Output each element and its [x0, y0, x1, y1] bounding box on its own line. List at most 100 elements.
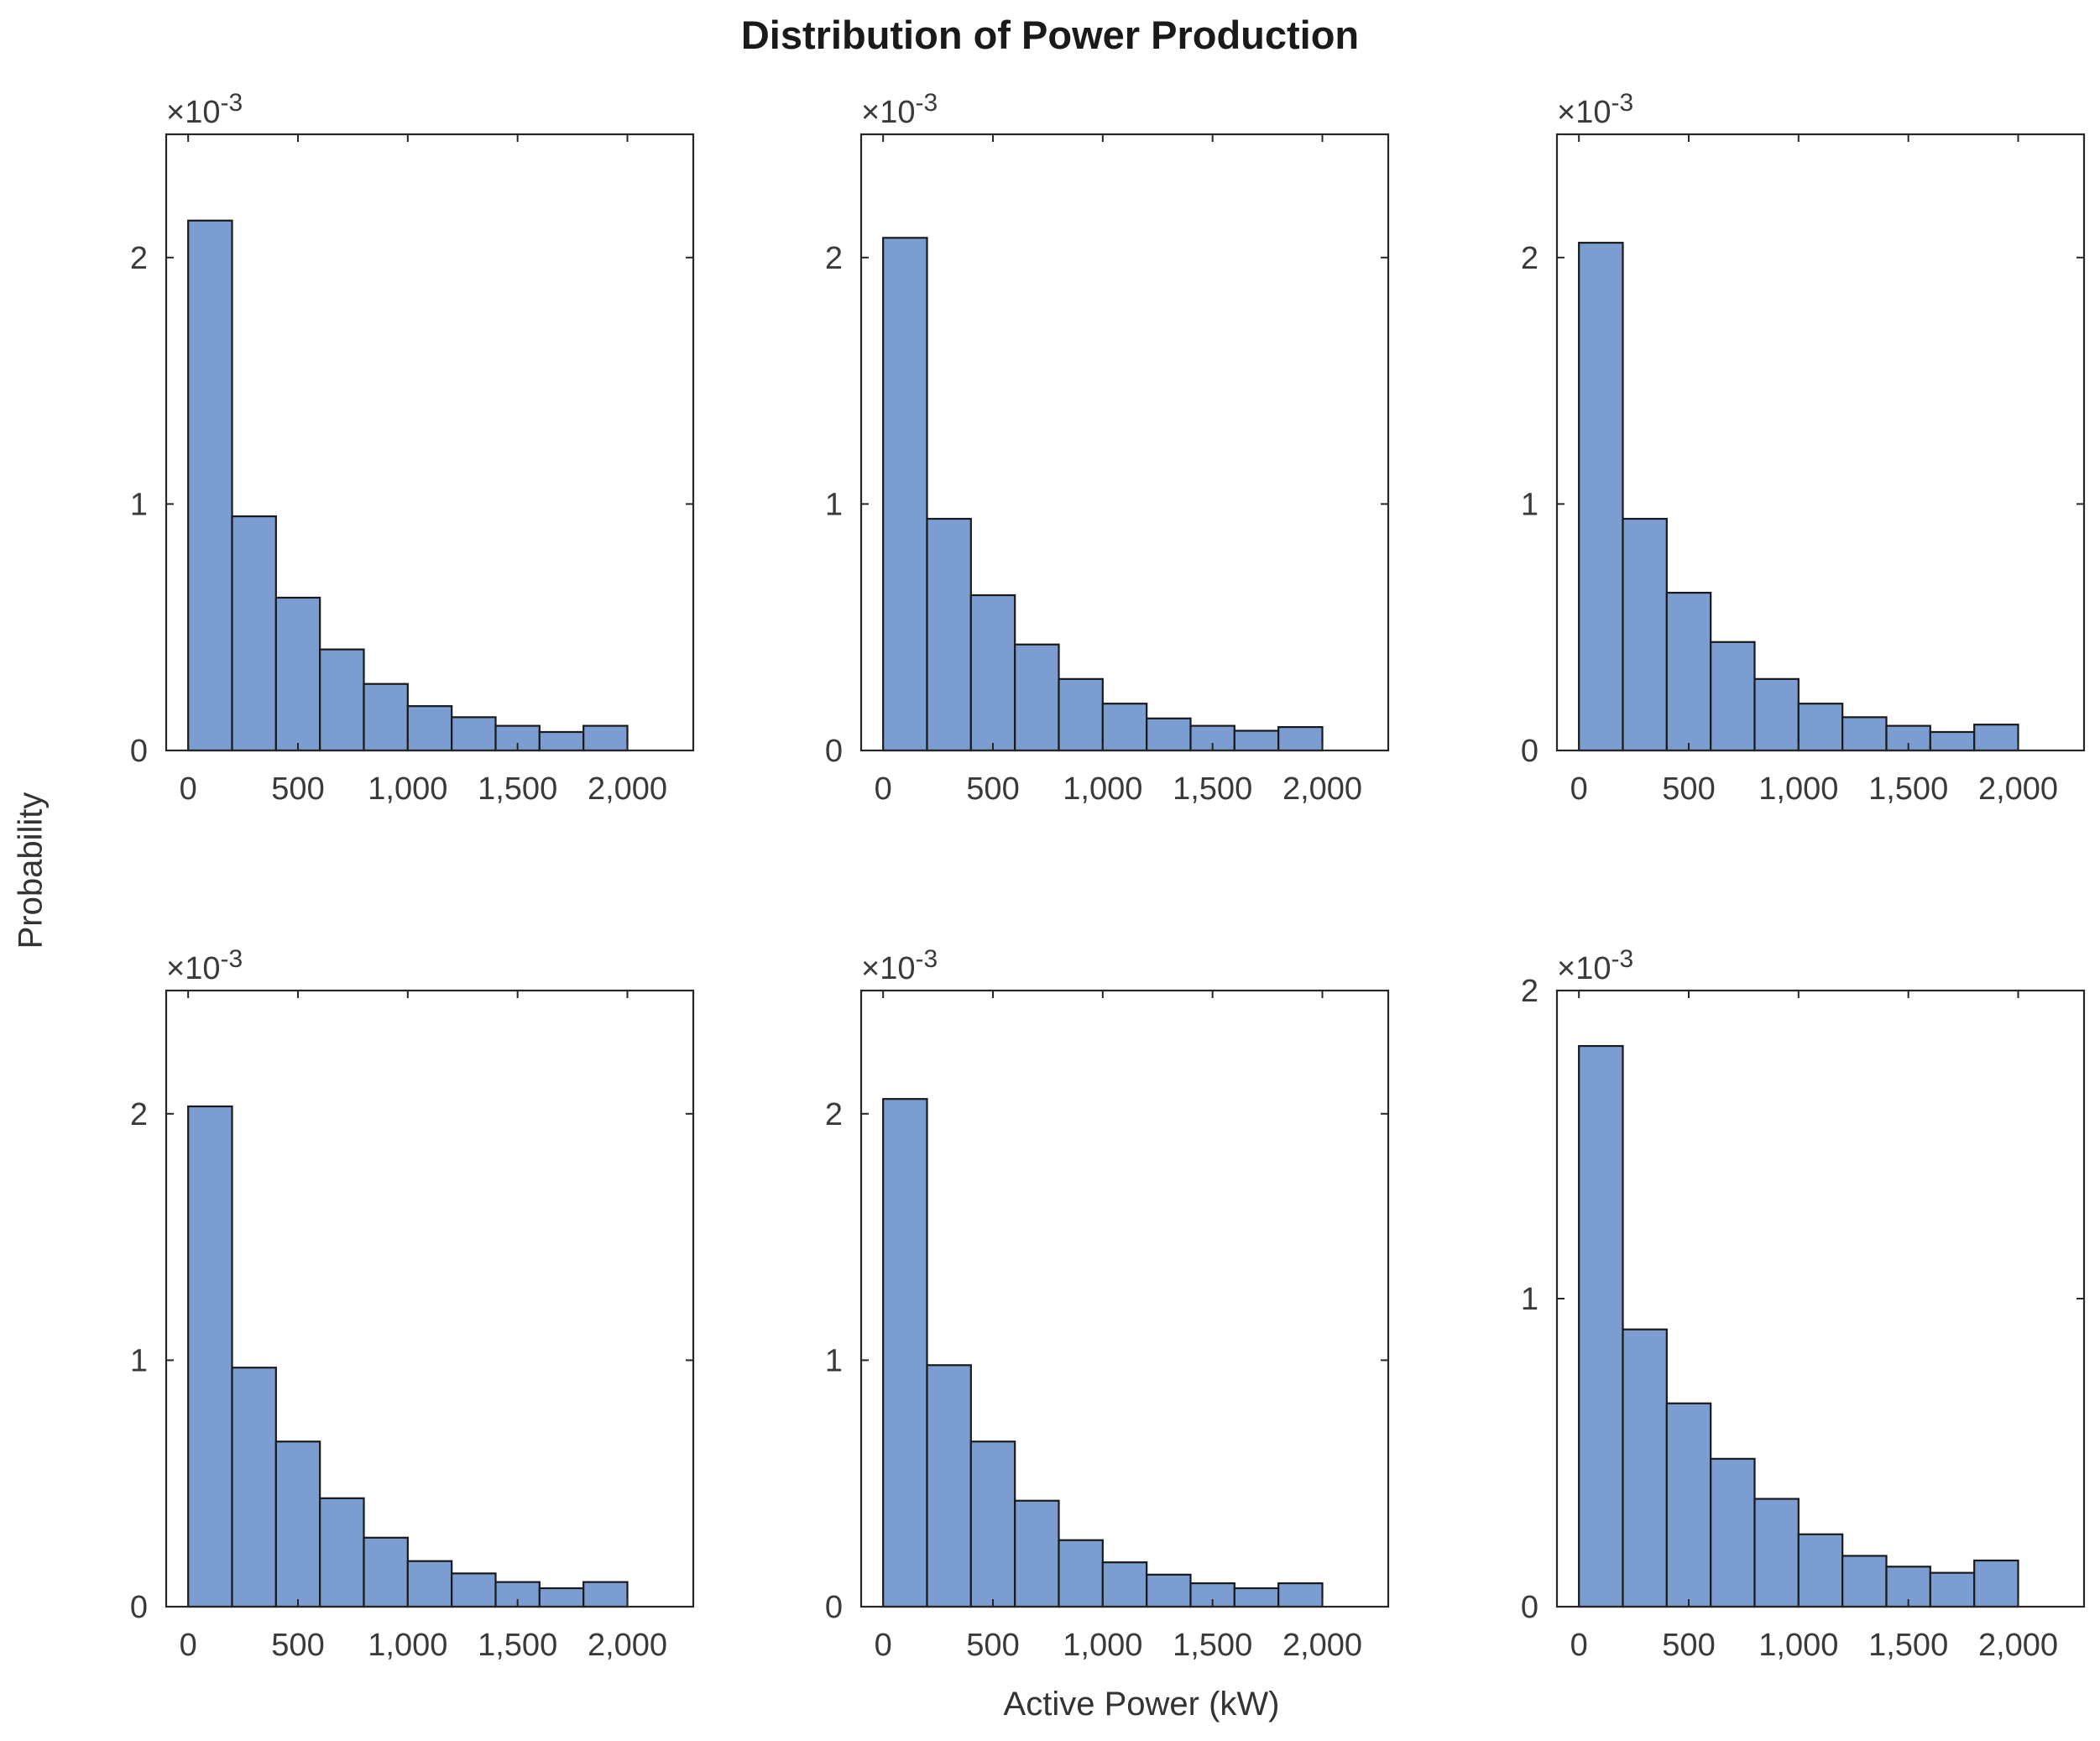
y-tick-label: 0 [1521, 734, 1538, 769]
figure-title: Distribution of Power Production [740, 13, 1360, 57]
histogram-bar [1233, 1587, 1280, 1608]
histogram-bar [406, 705, 453, 752]
histogram-bar [582, 724, 629, 752]
histogram-bar [1973, 724, 2019, 752]
y-exponent-label: ×10-3 [166, 945, 243, 986]
x-tick-label: 1,000 [1758, 1628, 1838, 1663]
x-tick-label: 1,500 [1173, 1628, 1252, 1663]
x-tick-label: 2,000 [1978, 1628, 2058, 1663]
x-tick-label: 500 [271, 1628, 324, 1663]
histogram-bar [451, 716, 497, 752]
histogram-bar [187, 219, 233, 752]
axes-box [859, 133, 1390, 752]
y-tick-label: 0 [130, 1590, 148, 1625]
histogram-bar [231, 515, 277, 752]
x-axis-label: Active Power (kW) [1003, 1686, 1280, 1723]
histogram-bar [926, 1364, 972, 1608]
x-tick-label: 1,000 [1758, 771, 1838, 807]
y-tick-label: 1 [825, 487, 843, 522]
histogram-bar [319, 1497, 365, 1608]
y-exponent-label: ×10-3 [861, 945, 938, 986]
histogram-bar [538, 730, 585, 752]
y-tick-label: 1 [1521, 487, 1538, 522]
histogram-bar [1578, 1044, 1624, 1608]
histogram-bar [1753, 1498, 1800, 1608]
x-tick-label: 1,000 [368, 1628, 447, 1663]
x-tick-label: 500 [1662, 1628, 1715, 1663]
histogram-bar [969, 1440, 1016, 1608]
histogram-bar [1841, 1555, 1888, 1608]
histogram-panel-top-left: 0 500 1,000 1,500 2,000 0 1 2 ×10-3 [130, 89, 695, 807]
x-tick-label: 0 [875, 771, 892, 807]
y-tick-label: 2 [1521, 241, 1538, 276]
histogram-bar [1578, 242, 1624, 752]
histogram-bar [319, 648, 365, 752]
y-exponent-label: ×10-3 [1557, 945, 1633, 986]
histogram-bar [1146, 717, 1192, 752]
x-tick-label: 500 [966, 1628, 1019, 1663]
x-tick-label: 1,000 [1063, 771, 1142, 807]
histogram-bar [451, 1572, 497, 1608]
x-tick-label: 0 [875, 1628, 892, 1663]
y-tick-label: 0 [130, 734, 148, 769]
x-tick-label: 2,000 [588, 771, 667, 807]
x-tick-label: 500 [966, 771, 1019, 807]
y-tick-label: 2 [825, 241, 843, 276]
y-tick-label: 2 [130, 1097, 148, 1132]
histogram-bar [1233, 729, 1280, 752]
y-tick-label: 1 [825, 1343, 843, 1378]
y-tick-label: 2 [825, 1097, 843, 1132]
x-tick-label: 2,000 [1978, 771, 2058, 807]
y-tick-label: 2 [130, 241, 148, 276]
y-exponent-power: -3 [915, 89, 938, 117]
histogram-bar [882, 237, 928, 752]
x-tick-label: 2,000 [1282, 771, 1362, 807]
histogram-bar [1710, 1457, 1756, 1608]
axes-box [165, 133, 695, 752]
y-tick-label: 1 [130, 487, 148, 522]
x-tick-label: 1,500 [1173, 771, 1252, 807]
histogram-bar [187, 1105, 233, 1608]
histogram-bar [1101, 1561, 1148, 1608]
histogram-bar [926, 517, 972, 752]
x-tick-label: 1,000 [1063, 1628, 1142, 1663]
x-tick-label: 500 [271, 771, 324, 807]
y-tick-label: 0 [825, 734, 843, 769]
histogram-bar [1973, 1559, 2019, 1608]
histogram-bar [274, 596, 321, 752]
histogram-bar [1665, 591, 1712, 752]
x-tick-label: 1,500 [478, 771, 557, 807]
histogram-bar [1797, 1533, 1844, 1608]
histogram-bar [274, 1440, 321, 1608]
y-tick-label: 0 [1521, 1590, 1538, 1625]
x-tick-label: 1,500 [478, 1628, 557, 1663]
histogram-bar [231, 1367, 277, 1608]
x-tick-label: 0 [180, 1628, 197, 1663]
histogram-bar [1277, 726, 1324, 752]
histogram-bar [1841, 716, 1888, 752]
histogram-bar [1058, 1539, 1104, 1608]
histogram-panel-top-right: 0 500 1,000 1,500 2,000 0 1 2 ×10-3 [1521, 89, 2086, 807]
axes-box [1555, 133, 2086, 752]
histogram-bar [363, 682, 409, 752]
x-tick-label: 1,500 [1868, 1628, 1948, 1663]
y-tick-label: 0 [825, 1590, 843, 1625]
x-tick-label: 500 [1662, 771, 1715, 807]
y-exponent-label: ×10-3 [861, 89, 938, 130]
y-tick-label: 2 [1521, 974, 1538, 1009]
histogram-bar [1665, 1402, 1712, 1608]
x-tick-label: 1,000 [368, 771, 447, 807]
histogram-bar [969, 593, 1016, 752]
histogram-bar [1929, 1571, 1976, 1608]
histogram-bar [538, 1587, 585, 1608]
histogram-bar [1622, 517, 1668, 752]
histogram-bar [1146, 1573, 1192, 1608]
histogram-bar [1058, 677, 1104, 752]
histogram-bar [1014, 643, 1060, 752]
histogram-bar [1622, 1328, 1668, 1608]
histogram-panel-bottom-middle: 0 500 1,000 1,500 2,000 0 1 2 ×10-3 [825, 945, 1390, 1663]
histogram-panel-top-middle: 0 500 1,000 1,500 2,000 0 1 2 ×10-3 [825, 89, 1390, 807]
x-tick-label: 0 [1570, 771, 1588, 807]
x-tick-label: 0 [180, 771, 197, 807]
